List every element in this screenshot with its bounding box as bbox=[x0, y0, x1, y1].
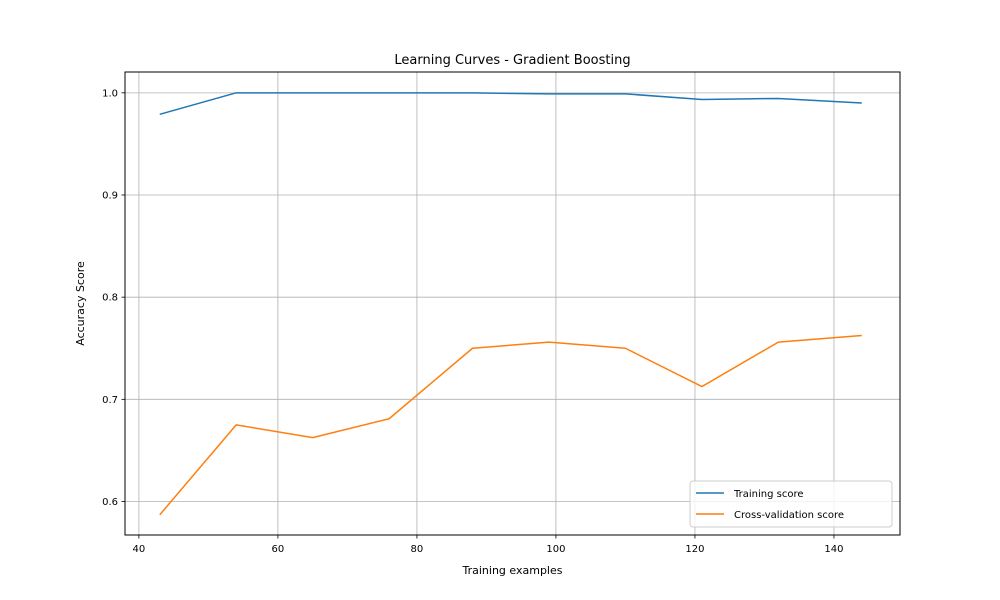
plot-frame bbox=[124, 71, 901, 536]
cross-validation-score-line bbox=[159, 334, 862, 516]
y-tick-label: 1.0 bbox=[102, 88, 118, 99]
legend: Training score Cross-validation score bbox=[689, 480, 893, 528]
legend-label-cross-validation-score: Cross-validation score bbox=[734, 510, 844, 521]
x-tick-label: 60 bbox=[272, 544, 285, 555]
x-axis-label: Training examples bbox=[462, 564, 563, 577]
x-tick-label: 120 bbox=[685, 544, 704, 555]
legend-box bbox=[689, 480, 893, 528]
legend-label-training-score: Training score bbox=[733, 489, 804, 500]
data-series bbox=[159, 92, 862, 516]
axis-ticks: 40 60 80 100 120 140 0.6 0.7 0.8 0.9 1.0 bbox=[102, 88, 843, 555]
x-tick-label: 140 bbox=[824, 544, 843, 555]
x-tick-label: 80 bbox=[411, 544, 424, 555]
y-tick-label: 0.9 bbox=[102, 191, 118, 202]
y-axis-label: Accuracy Score bbox=[74, 261, 87, 346]
y-tick-label: 0.8 bbox=[102, 293, 118, 304]
x-tick-label: 40 bbox=[133, 544, 146, 555]
y-tick-label: 0.7 bbox=[102, 395, 118, 406]
y-tick-label: 0.6 bbox=[102, 497, 118, 508]
x-tick-label: 100 bbox=[546, 544, 565, 555]
training-score-line bbox=[159, 92, 862, 116]
chart-title: Learning Curves - Gradient Boosting bbox=[394, 53, 630, 68]
